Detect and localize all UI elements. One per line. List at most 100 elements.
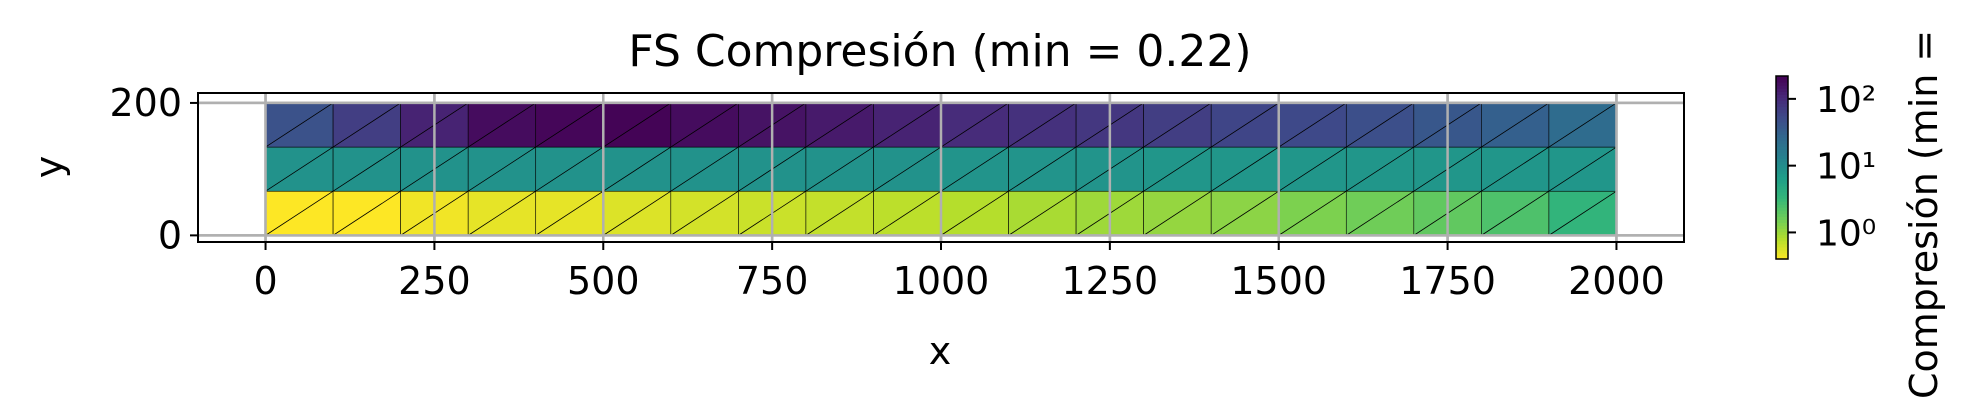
colorbar-step (1776, 76, 1788, 80)
colorbar-step (1776, 130, 1788, 135)
x-tick-label: 1250 (1062, 259, 1159, 303)
colorbar-step (1776, 237, 1788, 242)
triangle-edge (1481, 102, 1550, 148)
colorbar-step (1776, 124, 1788, 129)
x-tick-label: 500 (567, 259, 640, 303)
x-tick-label: 750 (736, 259, 809, 303)
colorbar-step (1776, 155, 1788, 159)
chart-title: FS Compresión (min = 0.22) (628, 26, 1251, 77)
triangle-edge (1210, 102, 1279, 148)
colorbar-step (1776, 158, 1788, 162)
colorbar-step (1776, 164, 1788, 169)
triangle-edge (1481, 190, 1550, 236)
colorbar-step (1776, 94, 1788, 98)
triangle-edge (1278, 102, 1347, 148)
colorbar-step (1776, 115, 1788, 120)
colorbar-step (1776, 137, 1788, 141)
colorbar-step (1776, 255, 1788, 260)
colorbar-step (1776, 179, 1788, 184)
colorbar-step (1776, 152, 1788, 156)
triangle-edge (603, 102, 672, 148)
y-tick-label: 0 (158, 213, 182, 257)
colorbar-step (1776, 143, 1788, 147)
triangle-edge (1143, 146, 1212, 192)
triangle-edge (265, 146, 334, 192)
triangle-edge (1548, 146, 1617, 192)
colorbar-step (1776, 112, 1788, 117)
colorbar-step (1776, 182, 1788, 187)
colorbar-step (1776, 194, 1788, 199)
triangle-edge (1210, 190, 1279, 236)
colorbar-step (1776, 234, 1788, 239)
triangle-edge (535, 146, 604, 192)
triangle-edge (1481, 146, 1550, 192)
colorbar-step (1776, 97, 1788, 101)
colorbar-step (1776, 149, 1788, 153)
colorbar-step (1776, 133, 1788, 138)
triangle-edge (603, 146, 672, 192)
x-tick-label: 1500 (1230, 259, 1327, 303)
colorbar-step (1776, 161, 1788, 166)
triangle-edge (1008, 146, 1077, 192)
colorbar-step (1776, 204, 1788, 208)
colorbar-step (1776, 243, 1788, 248)
colorbar-step (1776, 231, 1788, 236)
triangle-edge (535, 190, 604, 236)
colorbar-step (1776, 210, 1788, 214)
x-tick-label: 250 (398, 259, 471, 303)
colorbar-step (1776, 216, 1788, 220)
y-axis-label: y (27, 156, 71, 179)
triangle-edge (873, 190, 942, 236)
triangle-edge (940, 102, 1009, 148)
colorbar-step (1776, 173, 1788, 178)
triangle-edge (1143, 102, 1212, 148)
colorbar-step (1776, 191, 1788, 196)
triangle-edge (1548, 190, 1617, 236)
triangle-edge (1278, 190, 1347, 236)
colorbar-step (1776, 106, 1788, 111)
colorbar-step (1776, 82, 1788, 86)
colorbar-step (1776, 240, 1788, 245)
triangle-edge (1210, 146, 1279, 192)
colorbar-step (1776, 198, 1788, 202)
triangle-edge (1346, 190, 1415, 236)
triangle-edge (670, 146, 739, 192)
colorbar-step (1776, 100, 1788, 105)
triangle-edge (873, 146, 942, 192)
y-tick-label: 200 (109, 81, 182, 125)
colorbar-step (1776, 188, 1788, 193)
colorbar-step (1776, 109, 1788, 114)
triangle-edge (805, 102, 874, 148)
colorbar-step (1776, 85, 1788, 89)
triangle-edge (1278, 146, 1347, 192)
triangle-edge (873, 102, 942, 148)
triangle-edge (467, 190, 536, 236)
colorbar-step (1776, 225, 1788, 230)
triangle-edge (332, 102, 401, 148)
triangle-edge (1143, 190, 1212, 236)
colorbar-step (1776, 121, 1788, 126)
colorbar-step (1776, 103, 1788, 108)
triangle-edge (1346, 102, 1415, 148)
triangle-edge (1548, 102, 1617, 148)
triangle-edge (332, 190, 401, 236)
triangle-edge (265, 190, 334, 236)
triangle-edge (265, 102, 334, 148)
triangle-edge (467, 146, 536, 192)
colorbar-step (1776, 213, 1788, 217)
colorbar-step (1776, 167, 1788, 172)
colorbar-step (1776, 222, 1788, 227)
colorbar-step (1776, 185, 1788, 190)
triangle-edge (603, 190, 672, 236)
colorbar-step (1776, 176, 1788, 181)
triangle-edge (1008, 190, 1077, 236)
colorbar-label: Compresión (min = (1902, 30, 1946, 399)
colorbar-step (1776, 246, 1788, 251)
colorbar-step (1776, 140, 1788, 144)
triangle-edge (467, 102, 536, 148)
colorbar-step (1776, 249, 1788, 254)
colorbar-tick-label: 10² (1816, 80, 1876, 121)
colorbar-step (1776, 228, 1788, 233)
colorbar-step (1776, 91, 1788, 95)
